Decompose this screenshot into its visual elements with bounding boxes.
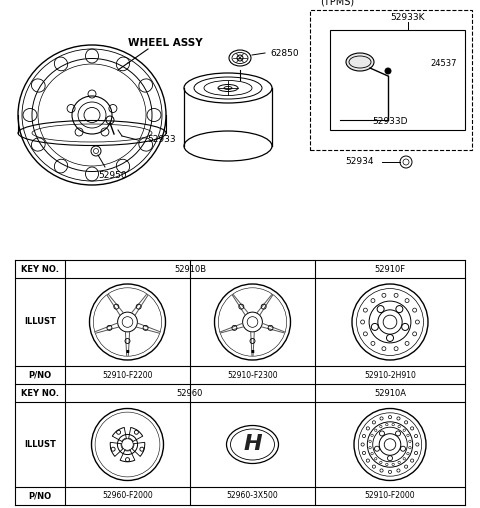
Text: 52933D: 52933D [372, 117, 408, 126]
Text: 52910-2H910: 52910-2H910 [364, 370, 416, 379]
Ellipse shape [346, 53, 374, 71]
Text: H: H [243, 434, 262, 455]
Text: 52960-F2000: 52960-F2000 [102, 492, 153, 500]
Text: 24537: 24537 [431, 59, 457, 69]
Text: P/NO: P/NO [28, 492, 51, 500]
Text: 52960: 52960 [177, 389, 203, 397]
Bar [330, 30, 465, 130]
Text: ▪: ▪ [251, 348, 254, 353]
Text: 62850: 62850 [271, 48, 300, 57]
Text: ILLUST: ILLUST [24, 440, 56, 449]
Text: 52910-F2200: 52910-F2200 [102, 370, 153, 379]
Text: ILLUST: ILLUST [24, 318, 56, 327]
Text: KEY NO.: KEY NO. [21, 265, 59, 273]
Text: P/NO: P/NO [28, 370, 51, 379]
Text: 52933: 52933 [148, 136, 176, 144]
Text: WHEEL ASSY: WHEEL ASSY [128, 38, 202, 48]
Circle shape [385, 68, 391, 74]
Text: 52910F: 52910F [374, 265, 406, 273]
Text: 52934: 52934 [346, 157, 374, 167]
Text: KEY NO.: KEY NO. [21, 389, 59, 397]
Bar [310, 10, 472, 150]
Text: 52960-3X500: 52960-3X500 [227, 492, 278, 500]
Text: (TPMS): (TPMS) [320, 0, 354, 7]
Text: 52910-F2300: 52910-F2300 [227, 370, 278, 379]
Text: 52910B: 52910B [174, 265, 206, 273]
Text: 52910-F2000: 52910-F2000 [365, 492, 415, 500]
Text: 52933K: 52933K [390, 14, 425, 22]
Text: 52950: 52950 [99, 171, 127, 179]
Text: 52910A: 52910A [374, 389, 406, 397]
Text: ▪: ▪ [126, 348, 130, 353]
